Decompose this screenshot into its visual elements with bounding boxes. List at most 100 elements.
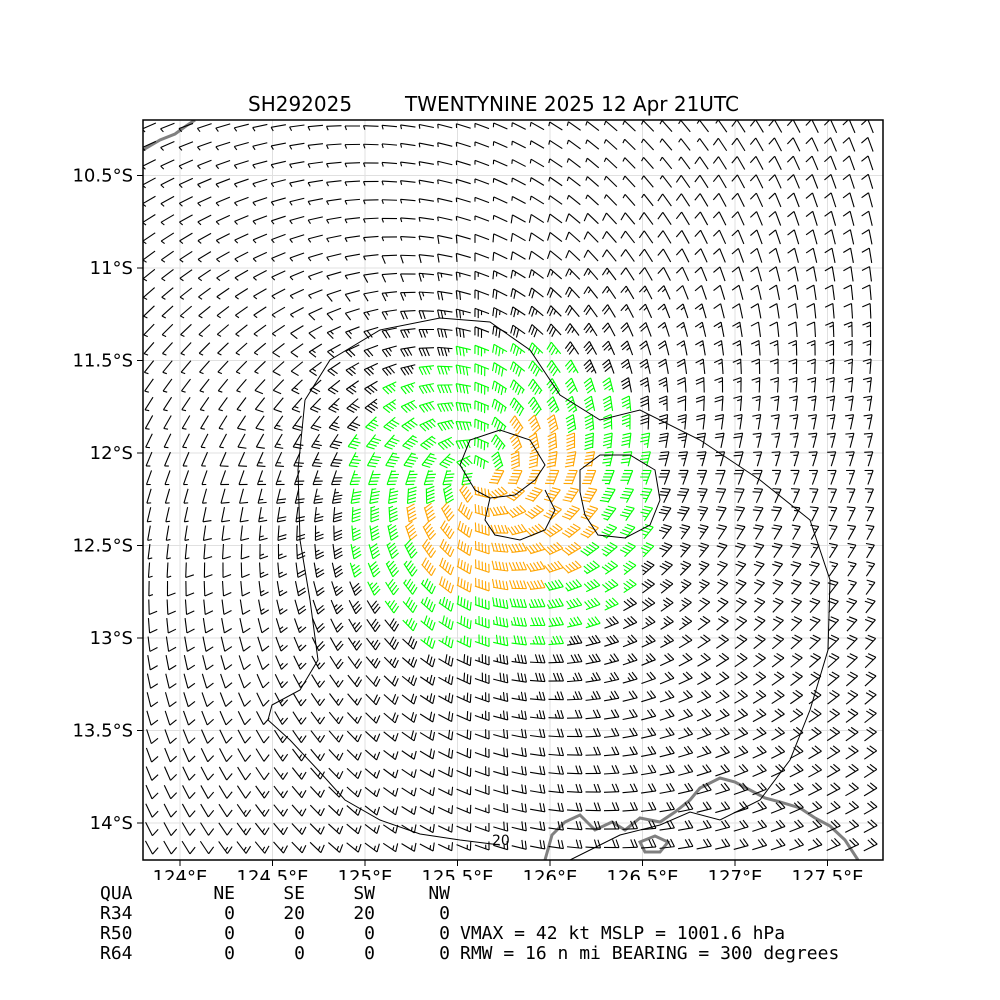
barb-feather — [663, 542, 673, 547]
barb-half-feather — [529, 195, 532, 201]
barb-half-feather — [196, 127, 201, 133]
barb-feather — [349, 405, 358, 411]
barb-feather — [614, 764, 620, 774]
barb-feather — [575, 728, 580, 737]
barb-half-feather — [623, 587, 628, 591]
barb-feather — [560, 803, 564, 812]
barb-feather — [611, 820, 617, 830]
barb-feather — [639, 358, 648, 365]
barb-feather — [372, 567, 380, 575]
barb-half-feather — [280, 772, 284, 778]
barb-feather — [602, 231, 608, 240]
wind-barb — [182, 747, 196, 763]
barb-staff — [418, 216, 435, 221]
wind-barb — [601, 340, 616, 356]
barb-feather — [523, 617, 527, 627]
barb-staff — [143, 268, 156, 280]
wind-barb — [293, 636, 307, 652]
wind-barb — [638, 285, 653, 300]
barb-feather — [421, 557, 427, 566]
wind-barb — [258, 507, 268, 523]
barb-half-feather — [418, 142, 421, 148]
barb-feather — [575, 579, 582, 587]
barb-feather — [405, 461, 415, 465]
wind-barb — [364, 398, 379, 414]
barb-staff — [326, 307, 342, 315]
barb-staff — [363, 272, 379, 276]
wind-barb — [564, 323, 580, 336]
barb-half-feather — [216, 258, 221, 263]
barb-staff — [310, 730, 321, 743]
barb-half-feather — [351, 366, 356, 370]
barb-feather — [373, 676, 379, 685]
barb-staff — [383, 694, 396, 705]
barb-staff — [273, 804, 284, 817]
barb-half-feather — [280, 809, 284, 814]
barb-feather — [561, 532, 570, 538]
wind-barb — [270, 142, 286, 150]
barb-staff — [327, 343, 341, 353]
barb-feather — [494, 400, 498, 410]
barb-feather — [518, 408, 524, 417]
barb-feather — [426, 526, 433, 534]
barb-feather — [510, 214, 513, 224]
barb-staff — [603, 772, 620, 775]
barb-feather — [641, 490, 651, 493]
wind-barb — [254, 360, 266, 375]
barb-staff — [180, 360, 192, 373]
barb-feather — [354, 676, 360, 685]
wind-barb — [296, 525, 306, 542]
barb-staff — [474, 788, 490, 796]
barb-feather — [407, 617, 413, 627]
wind-barb — [418, 216, 435, 222]
barb-staff — [162, 342, 173, 354]
barb-feather — [505, 599, 509, 609]
wind-barb — [164, 470, 171, 486]
wind-barb — [620, 469, 634, 485]
barb-feather — [410, 730, 414, 739]
barb-half-feather — [315, 549, 320, 553]
barb-half-feather — [587, 289, 591, 294]
barb-feather — [336, 625, 344, 633]
barb-feather — [663, 617, 671, 624]
barb-feather — [530, 581, 536, 590]
barb-feather — [315, 554, 325, 560]
wind-barb — [641, 634, 656, 648]
barb-feather — [620, 212, 626, 221]
barb-feather — [620, 230, 626, 239]
wind-barb — [197, 232, 212, 244]
barb-half-feather — [352, 640, 356, 645]
barb-half-feather — [643, 288, 648, 293]
barb-staff — [202, 636, 207, 652]
barb-feather — [410, 551, 418, 559]
barb-feather — [503, 505, 509, 514]
barb-feather — [412, 586, 418, 595]
wind-barb — [313, 562, 325, 578]
barb-feather — [437, 291, 440, 300]
wind-barb — [585, 139, 600, 150]
barb-staff — [183, 673, 189, 689]
barb-feather — [548, 326, 554, 335]
barb-feather — [524, 803, 527, 813]
barb-feather — [372, 553, 381, 560]
barb-feather — [395, 843, 399, 852]
barb-half-feather — [236, 371, 241, 375]
barb-staff — [548, 809, 564, 812]
barb-feather — [604, 384, 612, 390]
wind-barb — [271, 306, 286, 318]
barb-feather — [552, 654, 558, 663]
barb-feather — [496, 421, 501, 430]
barb-feather — [601, 249, 608, 258]
barb-staff — [456, 160, 471, 166]
barb-feather — [481, 506, 484, 515]
barb-feather — [648, 839, 653, 848]
barb-feather — [292, 427, 301, 431]
barb-staff — [182, 766, 190, 781]
wind-barb — [548, 158, 563, 168]
barb-feather — [499, 423, 504, 433]
wind-barb — [544, 579, 564, 591]
wind-barb — [456, 804, 472, 814]
barb-feather — [388, 497, 398, 501]
barb-staff — [292, 433, 302, 448]
barb-staff — [161, 323, 174, 336]
